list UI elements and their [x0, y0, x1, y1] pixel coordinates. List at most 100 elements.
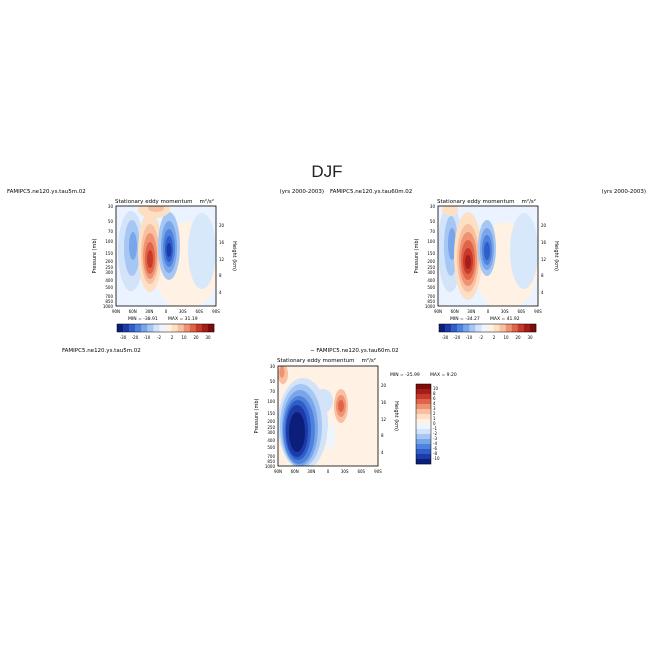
colorbar-swatch: [523, 324, 531, 332]
colorbar-swatch: [416, 434, 431, 440]
colorbar-swatch: [416, 424, 431, 430]
panel-1-plot: [116, 206, 216, 306]
panel-1-y-label: Pressure (mb): [92, 239, 98, 274]
colorbar-label: 10: [503, 335, 509, 340]
colorbar-label: -10: [466, 335, 473, 340]
colorbar-swatch: [141, 324, 148, 332]
panel-3-title: Stationary eddy momentum: [277, 358, 355, 364]
panel-1-colorbar-labels: -30 -20 -10 -2 2 10 20 30: [120, 335, 211, 340]
panel-2-ticks: 90N 60N 30N 0 30S 60S 90S 30 50 70 100 1…: [425, 204, 547, 314]
x-tick: 60S: [357, 469, 365, 474]
colorbar-label: -1: [433, 426, 437, 431]
y2-tick: 8: [219, 273, 222, 278]
y-tick: 1000: [103, 304, 114, 309]
y2-tick: 20: [541, 223, 547, 228]
panel-3-ticks: 90N 60N 30N 0 30S 60S 90S 30 50 70 100 1…: [265, 364, 387, 474]
y-tick: 200: [267, 419, 275, 424]
colorbar-label: -2: [433, 431, 437, 436]
y-tick: 700: [267, 454, 275, 459]
x-tick: 30S: [341, 469, 349, 474]
x-tick: 60N: [451, 309, 459, 314]
colorbar-label: 1: [433, 416, 436, 421]
panel-1-case-label: FAMIPC5.ne120.ys.tau5m.02: [7, 189, 86, 195]
panel-2-sh-cool: [510, 213, 538, 289]
panel-1-ticks: 90N 60N 30N 0 30S 60S 90S 30 50 70 100 1…: [103, 204, 225, 314]
x-tick: 90S: [534, 309, 542, 314]
x-tick: 30S: [179, 309, 187, 314]
panel-2: FAMIPC5.ne120.ys.tau60m.02 (yrs 2000-200…: [330, 189, 646, 340]
panel-3-max: MAX = 9.20: [430, 372, 457, 378]
colorbar-swatch: [171, 324, 178, 332]
panel-3: FAMIPC5.ne120.ys.tau5m.02 − FAMIPC5.ne12…: [62, 348, 457, 474]
x-tick: 60S: [195, 309, 203, 314]
colorbar-label: 4: [433, 401, 436, 406]
y-tick: 300: [427, 270, 435, 275]
colorbar-label: -10: [433, 456, 440, 461]
panel-2-colorbar: [439, 324, 537, 332]
colorbar-label: -30: [442, 335, 449, 340]
panel-3-diff-label: − FAMIPC5.ne120.ys.tau60m.02: [310, 348, 399, 354]
y-tick: 700: [427, 294, 435, 299]
colorbar-swatch: [165, 324, 172, 332]
colorbar-label: 2: [493, 335, 496, 340]
y-tick: 50: [108, 219, 114, 224]
figure-title: DJF: [311, 162, 342, 181]
colorbar-swatch: [445, 324, 452, 332]
y-tick: 70: [108, 229, 114, 234]
colorbar-swatch: [499, 324, 506, 332]
panel-2-y-label: Pressure (mb): [414, 239, 420, 274]
colorbar-label: 2: [171, 335, 174, 340]
colorbar-swatch: [416, 459, 431, 465]
y-tick: 70: [430, 229, 436, 234]
y2-tick: 4: [541, 290, 544, 295]
colorbar-swatch: [469, 324, 476, 332]
colorbar-swatch: [123, 324, 130, 332]
colorbar-swatch: [416, 414, 431, 420]
panel-2-colorbar-frame: [438, 323, 537, 333]
y-tick: 30: [430, 204, 436, 209]
colorbar-swatch: [189, 324, 197, 332]
x-tick: 60N: [129, 309, 137, 314]
colorbar-swatch: [457, 324, 464, 332]
colorbar-label: -10: [144, 335, 151, 340]
x-tick: 90N: [112, 309, 120, 314]
panel-3-frame: [277, 365, 379, 467]
panel-3-colorbar-frame: [415, 383, 432, 465]
panel-1-years: (yrs 2000-2003): [280, 189, 324, 195]
colorbar-label: 10: [433, 386, 439, 391]
colorbar-label: -8: [433, 451, 437, 456]
colorbar-swatch: [463, 324, 470, 332]
y-tick: 850: [105, 299, 113, 304]
y-tick: 1000: [265, 464, 276, 469]
x-tick: 90N: [434, 309, 442, 314]
y-tick: 30: [270, 364, 276, 369]
panel-3-sh-red-3: [338, 400, 344, 412]
colorbar-label: -20: [132, 335, 139, 340]
panel-3-min: MIN = -25.99: [390, 372, 420, 378]
panel-3-eq-blue: [327, 422, 335, 450]
panel-2-red-6: [465, 255, 471, 269]
colorbar-swatch: [201, 324, 209, 332]
colorbar-label: 20: [515, 335, 521, 340]
panel-2-nh-blue-3: [448, 228, 456, 260]
x-tick: 60N: [291, 469, 299, 474]
colorbar-swatch: [416, 404, 431, 410]
y-tick: 200: [427, 259, 435, 264]
colorbar-swatch: [177, 324, 184, 332]
colorbar-swatch: [117, 324, 124, 332]
y-tick: 300: [105, 270, 113, 275]
colorbar-swatch: [416, 429, 431, 435]
y-tick: 100: [427, 239, 435, 244]
colorbar-swatch: [147, 324, 154, 332]
x-tick: 0: [165, 309, 168, 314]
panel-2-y2-label: Height (km): [553, 241, 559, 271]
colorbar-swatch: [416, 439, 431, 445]
y-tick: 250: [427, 265, 435, 270]
x-tick: 30N: [307, 469, 315, 474]
y-tick: 100: [267, 399, 275, 404]
x-tick: 0: [487, 309, 490, 314]
panel-1-max: MAX = 31.19: [168, 316, 198, 322]
y2-tick: 16: [541, 240, 547, 245]
panel-2-case-label: FAMIPC5.ne120.ys.tau60m.02: [330, 189, 412, 195]
